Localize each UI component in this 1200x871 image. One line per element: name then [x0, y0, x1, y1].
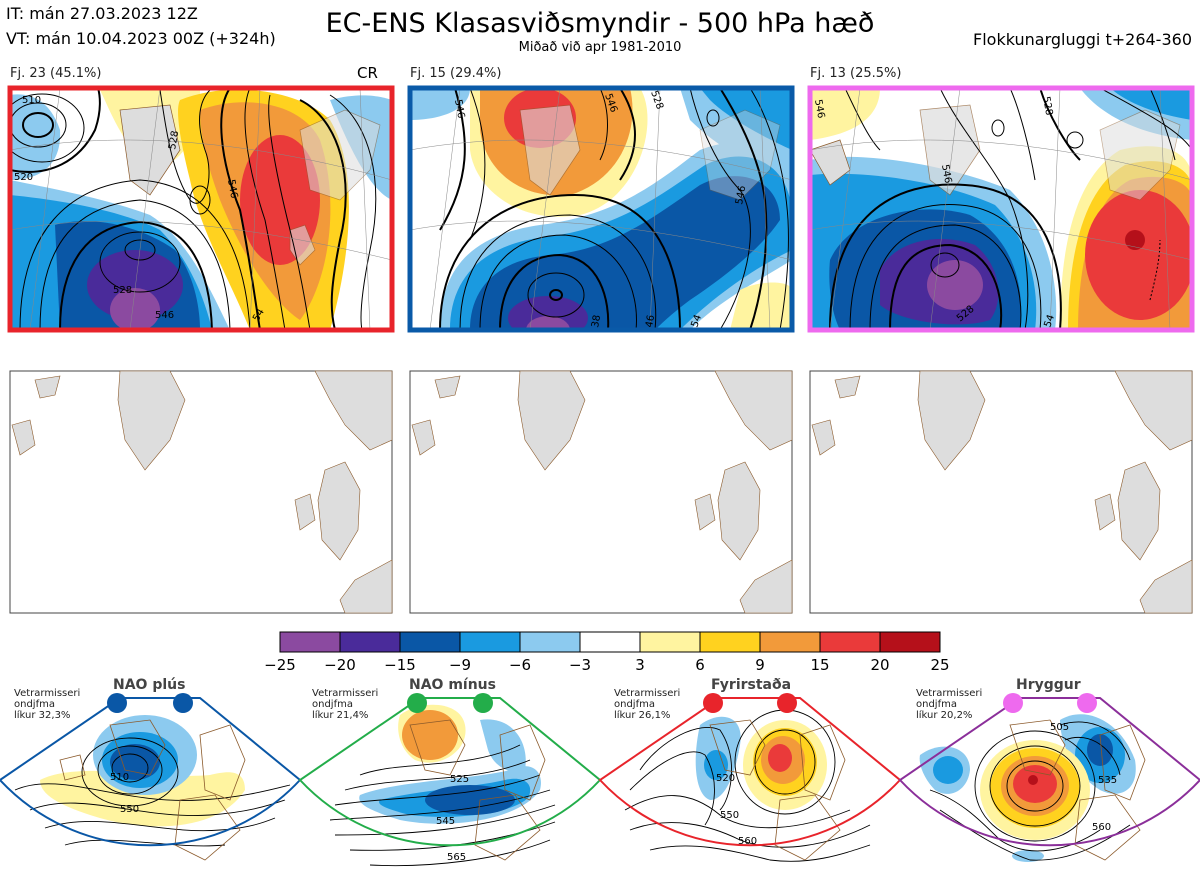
cluster-3-contour-label: 546 — [939, 164, 953, 185]
cluster-3-contour-label: 54 — [1042, 313, 1057, 329]
page-subtitle: Miðað við apr 1981-2010 — [518, 40, 682, 55]
regime-3-marker — [703, 693, 723, 713]
regime-2-marker — [407, 693, 427, 713]
regime-2-contour-label: 525 — [450, 774, 469, 785]
regime-fyrirstada: 520 550 560 — [598, 693, 902, 862]
colorbar-tick-label: −6 — [509, 656, 531, 674]
regime-2-winter-info: Vetrarmisseri ondjfma líkur 21,4% — [312, 688, 379, 721]
regime-hryggur: 505 535 560 — [898, 693, 1200, 862]
cluster-1-map — [10, 88, 392, 330]
colorbar-tick-label: 6 — [695, 656, 705, 674]
regime-3-winter-info: Vetrarmisseri ondjfma líkur 26,1% — [614, 688, 681, 721]
colorbar-tick-label: 9 — [755, 656, 765, 674]
cluster-1-contour-label: 546 — [155, 310, 174, 321]
regime-2-contour-label: 565 — [447, 852, 466, 863]
colorbar-swatch — [699, 631, 761, 653]
cluster-2-map — [410, 88, 792, 330]
cluster-1-label: Fj. 23 (45.1%) — [10, 66, 102, 81]
regime-4-contour-label: 535 — [1098, 775, 1117, 786]
cluster-3-contour-label: 528 — [1040, 96, 1054, 117]
cluster-3-label: Fj. 13 (25.5%) — [810, 66, 902, 81]
colorbar-swatch — [759, 631, 821, 653]
cluster-1-tag: CR — [357, 64, 378, 82]
regime-2-name: NAO mínus — [409, 677, 496, 693]
colorbar-tick-label: 3 — [635, 656, 645, 674]
regime-4-name: Hryggur — [1016, 677, 1081, 693]
colorbar-swatch — [399, 631, 461, 653]
cluster-2-contour-label: 54 — [689, 313, 704, 329]
colorbar-swatch — [579, 631, 641, 653]
cluster-1-contour-label: 510 — [22, 95, 41, 106]
cluster-2-contour-label: 546 — [452, 99, 466, 120]
cluster-3-border — [807, 85, 1195, 333]
colorbar-swatch — [639, 631, 701, 653]
regime-2-contour-label: 545 — [436, 816, 455, 827]
regime-3-contour-label: 560 — [738, 836, 757, 847]
colorbar-tick-label: −9 — [449, 656, 471, 674]
cluster-2-label: Fj. 15 (29.4%) — [410, 66, 502, 81]
cluster-3-map — [810, 88, 1192, 330]
regime-nao-plus: 510 550 — [0, 693, 302, 861]
colorbar-tick-label: 15 — [810, 656, 829, 674]
colorbar-swatch — [519, 631, 581, 653]
regime-3-marker — [777, 693, 797, 713]
cluster-1-contour-label: 528 — [113, 285, 132, 296]
cluster-2-contour-label: 38 — [590, 314, 603, 328]
cluster-1-contour-label: 520 — [14, 172, 33, 183]
regime-4-contour-label: 505 — [1050, 722, 1069, 733]
regime-3-contour-label: 550 — [720, 810, 739, 821]
cluster-3-contour-label: 546 — [812, 99, 826, 120]
valid-time: VT: mán 10.04.2023 00Z (+324h) — [6, 29, 276, 48]
basemap-3 — [809, 370, 1193, 614]
regime-1-marker — [107, 693, 127, 713]
colorbar-swatch — [339, 631, 401, 653]
regime-4-winter-info: Vetrarmisseri ondjfma líkur 20,2% — [916, 688, 983, 721]
cluster-1-border — [7, 85, 395, 333]
regime-1-winter-info: Vetrarmisseri ondjfma líkur 32,3% — [14, 688, 81, 721]
regime-4-marker — [1077, 693, 1097, 713]
init-time: IT: mán 27.03.2023 12Z — [6, 4, 198, 23]
regime-nao-minus: 525 545 565 — [298, 693, 602, 867]
regime-3-contour-label: 520 — [716, 773, 735, 784]
colorbar-tick-label: 25 — [930, 656, 949, 674]
colorbar-tick-label: −25 — [264, 656, 296, 674]
regime-1-contour-label: 510 — [110, 772, 129, 783]
colorbar-swatch — [879, 631, 941, 653]
regime-1-marker — [173, 693, 193, 713]
regime-1-contour-label: 550 — [120, 804, 139, 815]
page-title: EC-ENS Klasasviðsmyndir - 500 hPa hæð — [325, 8, 875, 39]
regime-4-marker — [1003, 693, 1023, 713]
colorbar-tick-label: −15 — [384, 656, 416, 674]
colorbar-swatch — [279, 631, 341, 653]
cluster-1-contour-label: 528 — [167, 130, 181, 151]
regime-4-contour-label: 560 — [1092, 822, 1111, 833]
cluster-2-border — [407, 85, 795, 333]
colorbar-tick-label: −3 — [569, 656, 591, 674]
colorbar-tick-label: 20 — [870, 656, 889, 674]
classification-window: Flokkunargluggi t+264-360 — [973, 30, 1192, 49]
colorbar-swatch — [819, 631, 881, 653]
colorbar-swatch — [459, 631, 521, 653]
cluster-2-contour-label: 46 — [644, 314, 657, 328]
regime-3-name: Fyrirstaða — [711, 677, 792, 693]
basemap-1 — [9, 370, 393, 614]
cluster-2-contour-label: 546 — [734, 185, 748, 206]
basemap-2 — [409, 370, 793, 614]
regime-1-name: NAO plús — [113, 677, 186, 693]
cluster-1-contour-label: 546 — [225, 179, 239, 200]
colorbar-tick-label: −20 — [324, 656, 356, 674]
colorbar: −25 −20 −15 −9 −6 −3 3 6 9 15 20 25 — [264, 631, 950, 674]
regime-2-marker — [473, 693, 493, 713]
